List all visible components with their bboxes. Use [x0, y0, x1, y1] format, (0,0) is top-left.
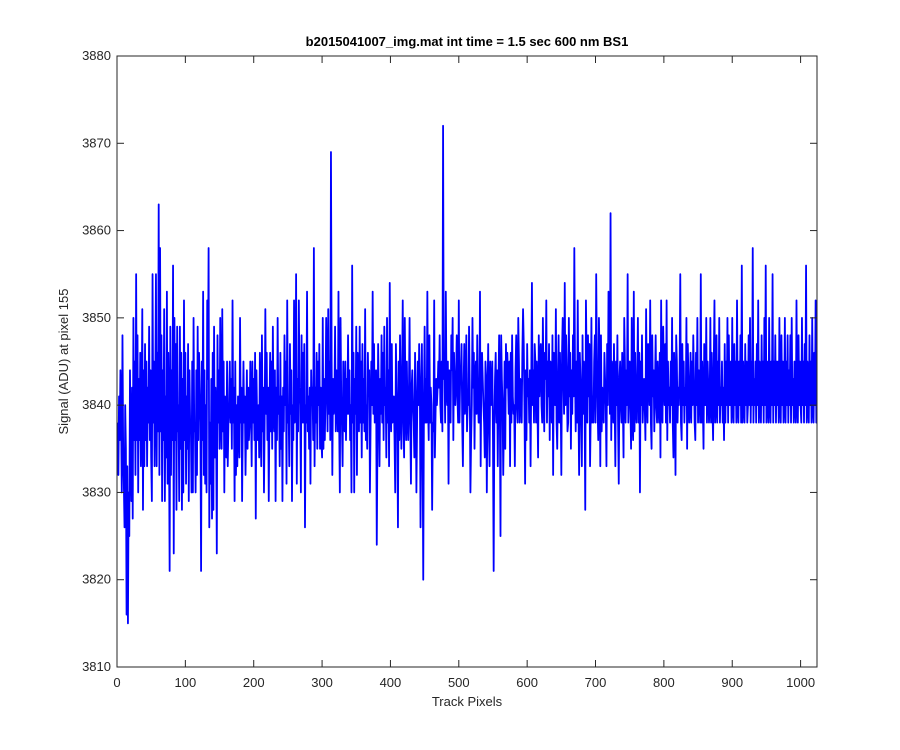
- y-axis-label: Signal (ADU) at pixel 155: [56, 289, 71, 435]
- y-tick-label: 3880: [82, 48, 111, 63]
- x-tick-label: 0: [113, 675, 120, 690]
- y-tick-label: 3830: [82, 484, 111, 499]
- x-axis-label: Track Pixels: [432, 694, 503, 709]
- x-tick-label: 900: [721, 675, 743, 690]
- y-tick-label: 3810: [82, 659, 111, 674]
- x-tick-label: 100: [175, 675, 197, 690]
- y-tick-label: 3850: [82, 310, 111, 325]
- x-tick-label: 700: [585, 675, 607, 690]
- y-tick-label: 3840: [82, 397, 111, 412]
- x-tick-label: 400: [380, 675, 402, 690]
- x-tick-label: 600: [516, 675, 538, 690]
- x-tick-label: 800: [653, 675, 675, 690]
- x-tick-label: 300: [311, 675, 333, 690]
- axes: 0 100 200 300 400 500 600 700 800 900 1000 3810 3820…: [82, 48, 818, 690]
- x-tick-label: 200: [243, 675, 265, 690]
- y-tick-label: 3860: [82, 223, 111, 238]
- series-line-0: [117, 124, 817, 625]
- x-tick-label: 500: [448, 675, 470, 690]
- y-tick-label: 3820: [82, 572, 111, 587]
- axes-box: [116, 55, 818, 668]
- chart-title: b2015041007_img.mat int time = 1.5 sec 6…: [306, 34, 629, 49]
- plot-area: [117, 124, 817, 625]
- x-tick-label: 1000: [786, 675, 815, 690]
- y-tick-label: 3870: [82, 135, 111, 150]
